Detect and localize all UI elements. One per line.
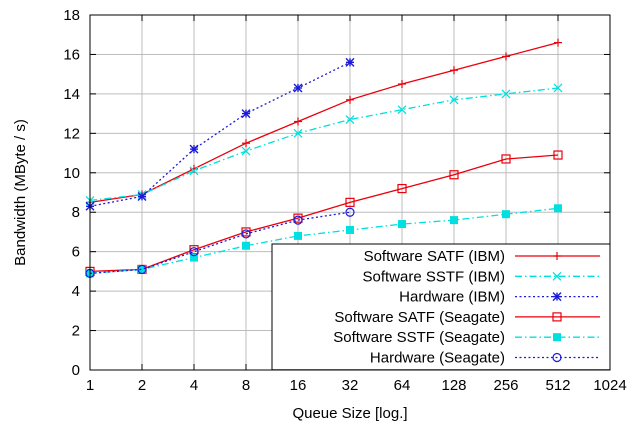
y-tick-label: 6 [72, 244, 80, 261]
legend-marker [552, 292, 562, 302]
y-tick-label: 14 [63, 86, 80, 103]
y-tick-label: 16 [63, 46, 80, 63]
data-point [137, 191, 147, 201]
data-point [137, 264, 147, 275]
data-point [554, 204, 562, 213]
data-point [554, 38, 562, 47]
data-point [345, 57, 355, 67]
x-tick-label: 2 [138, 377, 146, 394]
data-point [450, 216, 458, 225]
x-tick-label: 256 [493, 377, 518, 394]
y-axis-label: Bandwidth (MByte / s) [12, 119, 29, 266]
legend-item: Software SATF (Seagate) [334, 309, 600, 326]
legend-item: Software SSTF (IBM) [362, 268, 600, 285]
data-point [449, 95, 459, 105]
legend-label: Software SSTF (IBM) [362, 268, 505, 285]
data-point [397, 105, 407, 115]
legend-label: Hardware (IBM) [399, 289, 505, 306]
series-line [89, 87, 559, 202]
x-axis-label: Queue Size [log.] [292, 405, 407, 422]
series-1 [86, 38, 562, 207]
data-point [189, 166, 199, 176]
data-point [293, 128, 303, 138]
data-point [241, 109, 251, 119]
x-tick-label: 16 [290, 377, 307, 394]
data-point [190, 253, 198, 262]
y-tick-label: 0 [72, 362, 80, 379]
data-point [294, 117, 302, 126]
legend-label: Software SATF (Seagate) [334, 309, 505, 326]
data-point [294, 231, 302, 240]
legend-marker [553, 333, 561, 342]
y-tick-label: 8 [72, 204, 80, 221]
series-line [89, 61, 351, 207]
x-tick-label: 128 [441, 377, 466, 394]
y-tick-label: 12 [63, 125, 80, 142]
data-point [553, 83, 563, 93]
legend-item: Software SSTF (Seagate) [333, 329, 600, 346]
x-tick-label: 1 [86, 377, 94, 394]
series-line [89, 41, 559, 204]
data-point [242, 139, 250, 148]
data-point [293, 83, 303, 93]
data-point [502, 210, 510, 219]
data-point [345, 207, 355, 217]
data-point [241, 229, 251, 239]
data-point [242, 241, 250, 250]
legend-label: Hardware (Seagate) [370, 350, 505, 367]
data-point [241, 146, 251, 156]
legend-item: Hardware (Seagate) [370, 350, 600, 367]
y-tick-label: 10 [63, 165, 80, 182]
data-point [189, 247, 199, 257]
x-tick-label: 512 [545, 377, 570, 394]
x-tick-label: 4 [190, 377, 198, 394]
series-line [89, 207, 559, 275]
data-point [345, 115, 355, 124]
data-point [502, 52, 510, 61]
legend-item: Hardware (IBM) [399, 289, 600, 306]
data-point [346, 95, 354, 104]
legend-marker [552, 312, 562, 322]
data-point [398, 220, 406, 229]
data-point [501, 154, 511, 164]
legend-marker [553, 252, 561, 260]
data-point [189, 144, 199, 154]
legend-box [271, 243, 611, 371]
legend-marker [552, 352, 562, 363]
data-point [345, 197, 355, 207]
legend-label: Software SSTF (Seagate) [333, 329, 505, 346]
legend-marker [552, 271, 562, 281]
y-tick-label: 2 [72, 323, 80, 340]
series-layer [85, 38, 563, 278]
x-tick-label: 1024 [593, 377, 626, 394]
data-point [397, 183, 407, 194]
series-line [89, 154, 559, 273]
data-point [293, 215, 303, 225]
data-point [553, 150, 563, 160]
x-tick-label: 8 [242, 377, 250, 394]
data-point [449, 170, 459, 180]
data-point [450, 66, 458, 75]
series-3 [85, 57, 355, 211]
data-point [398, 80, 406, 89]
x-tick-label: 32 [342, 377, 359, 394]
x-tick-label: 64 [394, 377, 411, 394]
data-point [501, 89, 511, 99]
y-tick-label: 4 [72, 283, 80, 300]
legend-label: Software SATF (IBM) [364, 248, 505, 265]
legend-item: Software SATF (IBM) [364, 248, 600, 265]
data-point [346, 225, 354, 234]
legend: Software SATF (IBM) Software SSTF (IBM) Ha… [271, 243, 611, 371]
y-tick-label: 18 [63, 7, 80, 24]
